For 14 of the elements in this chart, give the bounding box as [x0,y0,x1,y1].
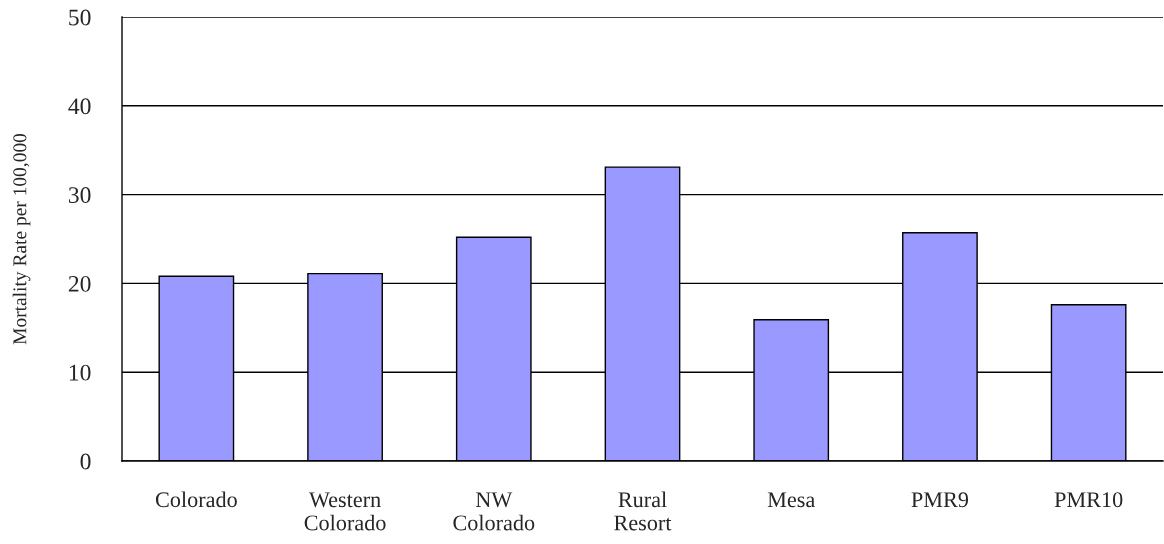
x-tick-label: NW Colorado [453,492,535,531]
y-tick-label: 0 [80,453,91,470]
y-tick-label: 40 [68,98,91,115]
x-tick-label: Colorado [155,491,237,508]
y-tick-label: 10 [69,364,91,381]
y-axis-title: Mortality Rate per 100,000 [12,133,31,345]
y-tick-label: 20 [68,275,91,292]
x-tick-label: Mesa [767,492,815,508]
x-tick-label: PMR9 [911,492,969,508]
y-tick-label: 50 [69,9,91,26]
x-tick-label: PMR10 [1054,492,1123,508]
x-tick-label: Rural Resort [614,491,672,531]
y-tick-label: 30 [68,187,91,204]
x-tick-label: Western Colorado [304,492,386,531]
